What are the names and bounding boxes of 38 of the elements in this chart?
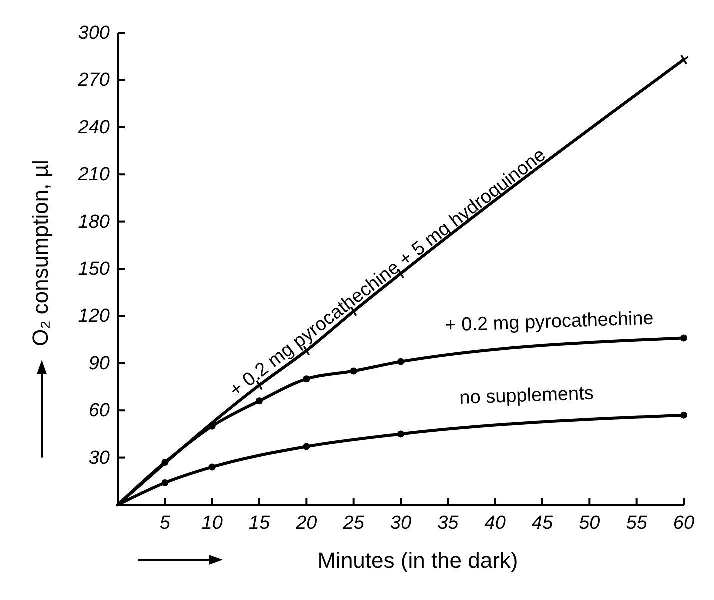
x-tick-label: 10 <box>202 513 224 534</box>
series-label: no supplements <box>459 383 594 409</box>
point <box>678 54 690 65</box>
point <box>398 430 404 438</box>
x-tick-label: 5 <box>160 513 171 534</box>
point <box>303 376 310 383</box>
y-tick-label: 150 <box>78 259 110 280</box>
x-tick-label: 55 <box>626 513 648 534</box>
y-tick-label: 120 <box>78 306 110 328</box>
x-tick-label: 40 <box>484 513 506 534</box>
x-axis-title: Minutes (in the dark) <box>318 548 518 573</box>
point <box>680 412 688 419</box>
x-tick-label: 60 <box>673 513 695 534</box>
x-tick-label: 25 <box>342 513 365 534</box>
y-tick-label: 210 <box>77 164 110 186</box>
y-axis-title: O₂ consumption, µl <box>28 160 53 346</box>
point <box>162 479 169 486</box>
point <box>350 368 358 375</box>
x-tick-label: 45 <box>532 513 554 534</box>
x-tick-label: 20 <box>295 513 318 534</box>
x-tick-label: 50 <box>579 513 601 534</box>
point <box>256 398 263 405</box>
point <box>208 464 216 471</box>
y-tick-label: 240 <box>77 117 110 138</box>
y-tick-label: 180 <box>78 212 110 233</box>
series-label: + 0.2 mg pyrocathechine <box>444 308 654 337</box>
y-tick-label: 270 <box>77 70 110 92</box>
point <box>398 358 404 366</box>
y-tick-label: 90 <box>88 353 110 374</box>
point <box>303 443 310 450</box>
x-tick-label: 35 <box>438 513 460 534</box>
y-tick-label: 60 <box>88 400 110 422</box>
y-tick-label: 300 <box>78 23 110 44</box>
point <box>680 334 688 342</box>
point <box>162 459 169 466</box>
y-tick-label: 30 <box>88 448 110 469</box>
x-tick-label: 15 <box>248 513 270 534</box>
x-tick-label: 30 <box>390 513 412 534</box>
